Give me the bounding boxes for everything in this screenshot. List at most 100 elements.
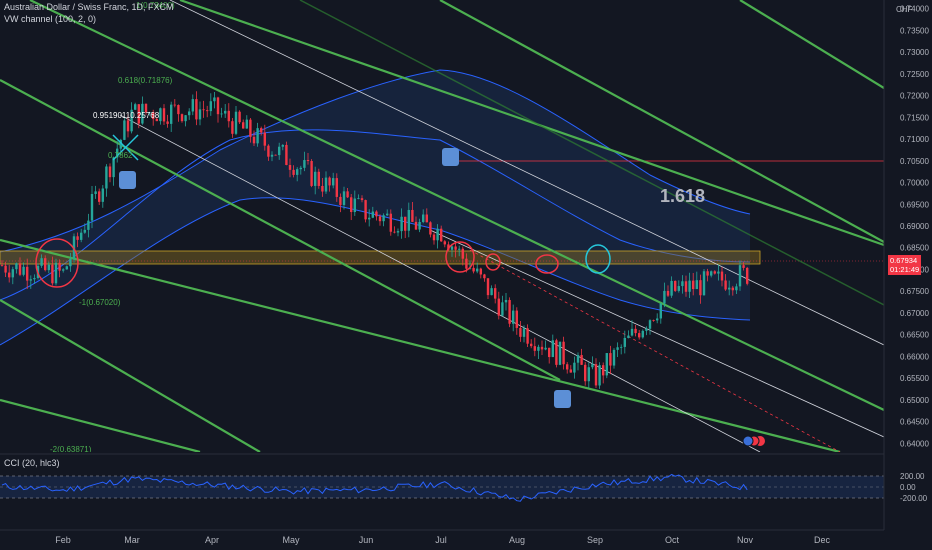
candle-body xyxy=(652,320,655,322)
price-tick: 0.66000 xyxy=(900,352,929,361)
candle-body xyxy=(706,271,709,276)
cci-axis[interactable]: 200.00 0.00 -200.00 xyxy=(900,472,928,503)
candle-body xyxy=(684,281,688,292)
candle-body xyxy=(184,115,187,122)
candle-body xyxy=(177,105,180,115)
cci-tick: 0.00 xyxy=(900,483,916,492)
time-axis[interactable]: Feb Mar Apr May Jun Jul Aug Sep Oct Nov Dec xyxy=(55,535,830,545)
candle-body xyxy=(519,327,522,337)
alert-icon xyxy=(742,435,765,447)
time-tick: Jun xyxy=(359,535,374,545)
candle-body xyxy=(407,209,410,231)
candle-body xyxy=(443,241,446,245)
price-tick: 0.72500 xyxy=(900,70,929,79)
price-tick: 0.73000 xyxy=(900,48,929,57)
candle-body xyxy=(584,364,587,382)
candle-body xyxy=(288,164,292,170)
candle-body xyxy=(80,232,83,240)
time-tick: Feb xyxy=(55,535,71,545)
indicator-legend[interactable]: VW channel (100, 2, 0) xyxy=(4,14,96,24)
red-dashed-trend xyxy=(469,249,841,452)
vw-channel-mid xyxy=(0,129,751,301)
candle-body xyxy=(573,362,576,373)
candle-body xyxy=(324,177,328,192)
candle-body xyxy=(681,281,684,287)
cci-legend[interactable]: CCI (20, hlc3) xyxy=(4,458,60,468)
candle-body xyxy=(40,258,43,266)
time-tick: Mar xyxy=(124,535,140,545)
time-tick: Apr xyxy=(205,535,219,545)
candle-body xyxy=(195,99,198,120)
candle-body xyxy=(447,244,450,250)
candle-body xyxy=(378,216,382,222)
fib-label-5: -1(0.67020) xyxy=(79,298,121,307)
candle-body xyxy=(134,104,137,110)
candle-body xyxy=(450,246,454,250)
price-tick: 0.65000 xyxy=(900,396,929,405)
candle-body xyxy=(116,148,119,158)
candle-body xyxy=(440,228,443,242)
candle-body xyxy=(123,120,126,140)
candle-body xyxy=(94,191,97,195)
candle-body xyxy=(206,110,209,112)
candle-body xyxy=(569,369,572,373)
price-tick: 0.67000 xyxy=(900,309,929,318)
price-tick: 0.69500 xyxy=(900,200,929,209)
candle-body xyxy=(267,145,270,157)
candle-body xyxy=(224,110,227,114)
candle-body xyxy=(198,109,202,120)
candle-body xyxy=(350,197,353,213)
candle-body xyxy=(609,353,612,366)
candle-body xyxy=(630,328,634,336)
candle-body xyxy=(580,355,583,365)
symbol-legend[interactable]: Australian Dollar / Swiss Franc, 1D, FXC… xyxy=(4,2,174,12)
candle-body xyxy=(76,236,79,240)
candle-body xyxy=(159,108,162,122)
candle-body xyxy=(360,198,364,201)
candle-body xyxy=(108,166,112,178)
candle-body xyxy=(436,228,439,241)
dark-green-lines xyxy=(299,0,884,306)
candle-body xyxy=(627,335,630,338)
price-tick: 0.71500 xyxy=(900,113,929,122)
candle-body xyxy=(746,267,749,284)
candle-body xyxy=(263,132,266,146)
candle-body xyxy=(454,246,457,250)
candle-body xyxy=(648,320,652,329)
candle-body xyxy=(126,120,130,132)
candle-body xyxy=(270,154,274,157)
candle-body xyxy=(213,97,216,102)
candle-body xyxy=(562,341,565,365)
time-tick: Aug xyxy=(509,535,525,545)
cci-pane xyxy=(0,473,884,502)
price-tick: 0.72000 xyxy=(900,92,929,101)
candle-body xyxy=(306,160,310,161)
price-axis[interactable]: 0.74000 0.73500 0.73000 0.72500 0.72000 0.715… xyxy=(900,5,929,449)
candle-body xyxy=(137,104,140,124)
candle-body xyxy=(281,144,284,147)
candle-body xyxy=(735,286,738,291)
candle-body xyxy=(234,111,238,134)
symbol-title: Australian Dollar / Swiss Franc, 1D, FXC… xyxy=(4,2,174,12)
candle-body xyxy=(418,221,421,230)
candle-body xyxy=(242,122,245,129)
candle-body xyxy=(58,262,61,271)
candle-body xyxy=(62,269,65,271)
candle-body xyxy=(260,128,263,133)
candle-body xyxy=(641,330,644,338)
candle-body xyxy=(526,328,529,344)
countdown: 01:21:49 xyxy=(890,265,920,274)
candle-body xyxy=(299,167,302,170)
candle-body xyxy=(170,104,173,124)
cross-marker xyxy=(112,134,139,161)
candle-body xyxy=(540,346,544,350)
candle-body xyxy=(44,258,47,271)
candle-body xyxy=(411,209,414,222)
cci-title: CCI (20, hlc3) xyxy=(4,458,60,468)
candle-body xyxy=(173,104,176,106)
candle-body xyxy=(33,277,36,280)
price-tick: 0.64000 xyxy=(900,439,929,448)
price-tick: 0.70000 xyxy=(900,179,929,188)
candle-body xyxy=(692,280,695,290)
